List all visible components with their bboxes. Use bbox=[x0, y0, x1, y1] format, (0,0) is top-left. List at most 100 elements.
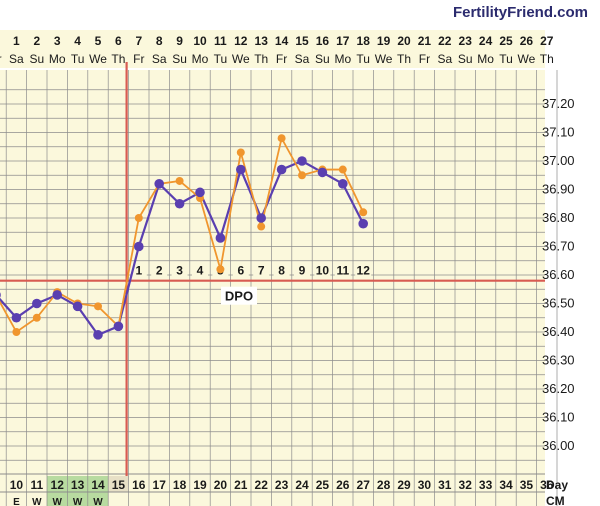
cycle-day-label: 36 bbox=[540, 478, 554, 492]
date-label: 1 bbox=[13, 34, 20, 48]
cm-mark: W bbox=[93, 497, 103, 506]
cycle-day-label: 16 bbox=[132, 478, 146, 492]
weekday-label: Th bbox=[397, 52, 411, 66]
basal-data-point bbox=[113, 321, 124, 332]
weekday-label: We bbox=[232, 52, 250, 66]
dpo-number: 7 bbox=[258, 264, 265, 278]
cycle-day-label: 15 bbox=[112, 478, 126, 492]
temp-data-point bbox=[175, 176, 184, 185]
cycle-day-label: 23 bbox=[275, 478, 289, 492]
weekday-label: Sa bbox=[152, 52, 167, 66]
weekday-label: Th bbox=[111, 52, 125, 66]
cm-mark: W bbox=[73, 497, 83, 506]
weekday-label: Sa bbox=[9, 52, 24, 66]
cycle-day-label: 13 bbox=[71, 478, 85, 492]
dpo-number: 11 bbox=[336, 264, 349, 278]
weekday-label: We bbox=[89, 52, 107, 66]
y-tick-label: 36.90 bbox=[542, 182, 575, 197]
cm-mark: W bbox=[32, 497, 42, 506]
dpo-number-bg bbox=[314, 262, 331, 278]
cycle-day-label: 34 bbox=[499, 478, 513, 492]
dpo-number-bg bbox=[355, 262, 372, 278]
basal-data-point bbox=[297, 156, 307, 166]
basal-data-point bbox=[317, 167, 328, 178]
cycle-day-label: 30 bbox=[418, 478, 432, 492]
y-tick-label: 36.50 bbox=[542, 296, 575, 311]
date-label: 3 bbox=[54, 34, 61, 48]
basal-data-point bbox=[52, 290, 62, 300]
weekday-label: Fr bbox=[0, 52, 2, 66]
basal-data-point bbox=[338, 179, 348, 189]
y-tick-label: 36.80 bbox=[542, 210, 575, 225]
cycle-day-label: 20 bbox=[214, 478, 228, 492]
dpo-number: 10 bbox=[316, 264, 330, 278]
temp-data-point bbox=[12, 328, 21, 336]
weekday-label: Tu bbox=[499, 52, 513, 66]
weekday-label: Tu bbox=[71, 52, 85, 66]
y-tick-label: 37.00 bbox=[542, 153, 575, 168]
weekday-label: Su bbox=[315, 52, 330, 66]
date-label: 15 bbox=[295, 34, 309, 48]
cycle-day-label: 17 bbox=[153, 478, 167, 492]
day-axis-label: Day bbox=[546, 478, 568, 492]
basal-data-point bbox=[215, 233, 226, 243]
weekday-label: We bbox=[518, 52, 536, 66]
weekday-label: Sa bbox=[295, 52, 310, 66]
basal-data-point bbox=[0, 292, 1, 298]
date-label: 14 bbox=[275, 34, 289, 48]
cycle-day-label: 26 bbox=[336, 478, 350, 492]
cycle-day-label: 18 bbox=[173, 478, 187, 492]
cycle-day-label: 19 bbox=[193, 478, 207, 492]
date-label: 4 bbox=[74, 34, 81, 48]
dpo-number-bg bbox=[171, 262, 188, 278]
weekday-label: Fr bbox=[133, 52, 144, 66]
date-label: 13 bbox=[255, 34, 269, 48]
weekday-label: Tu bbox=[356, 52, 370, 66]
date-label: 17 bbox=[336, 34, 350, 48]
temp-data-point bbox=[134, 214, 143, 222]
y-tick-label: 36.40 bbox=[542, 324, 575, 339]
weekday-label: Th bbox=[254, 52, 268, 66]
cycle-day-label: 28 bbox=[377, 478, 391, 492]
date-label: 11 bbox=[214, 34, 227, 48]
date-label: 21 bbox=[418, 34, 432, 48]
temp-data-point bbox=[298, 171, 306, 180]
dpo-number: 8 bbox=[278, 264, 285, 278]
cm-axis-label: CM bbox=[546, 494, 565, 506]
basal-data-point bbox=[276, 164, 287, 175]
date-label: 16 bbox=[316, 34, 330, 48]
basal-data-point bbox=[32, 298, 42, 309]
y-tick-label: 36.70 bbox=[542, 239, 575, 254]
y-tick-label: 36.60 bbox=[542, 267, 575, 282]
basal-data-point bbox=[358, 218, 369, 229]
cd-green-cell bbox=[47, 476, 68, 506]
temp-data-point bbox=[236, 148, 245, 157]
weekday-label: Mo bbox=[49, 52, 66, 66]
weekday-label: Mo bbox=[477, 52, 494, 66]
y-tick-label: 36.00 bbox=[542, 438, 575, 453]
cycle-day-label: 32 bbox=[459, 478, 473, 492]
header-background bbox=[0, 30, 545, 68]
weekday-label: Tu bbox=[214, 52, 228, 66]
basal-data-point bbox=[195, 187, 205, 198]
cm-mark: E bbox=[13, 497, 20, 506]
cycle-day-label: 25 bbox=[316, 478, 330, 492]
cd-green-cell bbox=[67, 476, 88, 506]
y-tick-label: 37.10 bbox=[542, 125, 575, 140]
weekday-label: Su bbox=[458, 52, 473, 66]
basal-data-point bbox=[256, 213, 267, 223]
date-label: 24 bbox=[479, 34, 493, 48]
weekday-label: Sa bbox=[437, 52, 452, 66]
date-label: 22 bbox=[438, 34, 452, 48]
dpo-label-bg bbox=[221, 286, 257, 305]
cm-mark: W bbox=[52, 497, 62, 506]
date-label: 5 bbox=[95, 34, 102, 48]
cycle-day-label: 35 bbox=[520, 478, 534, 492]
basal-data-point bbox=[236, 164, 246, 175]
temp-data-point bbox=[338, 165, 347, 174]
dpo-number-bg bbox=[273, 262, 290, 278]
date-label: 6 bbox=[115, 34, 122, 48]
dpo-number: 1 bbox=[135, 264, 142, 278]
date-label: 2 bbox=[33, 34, 40, 48]
